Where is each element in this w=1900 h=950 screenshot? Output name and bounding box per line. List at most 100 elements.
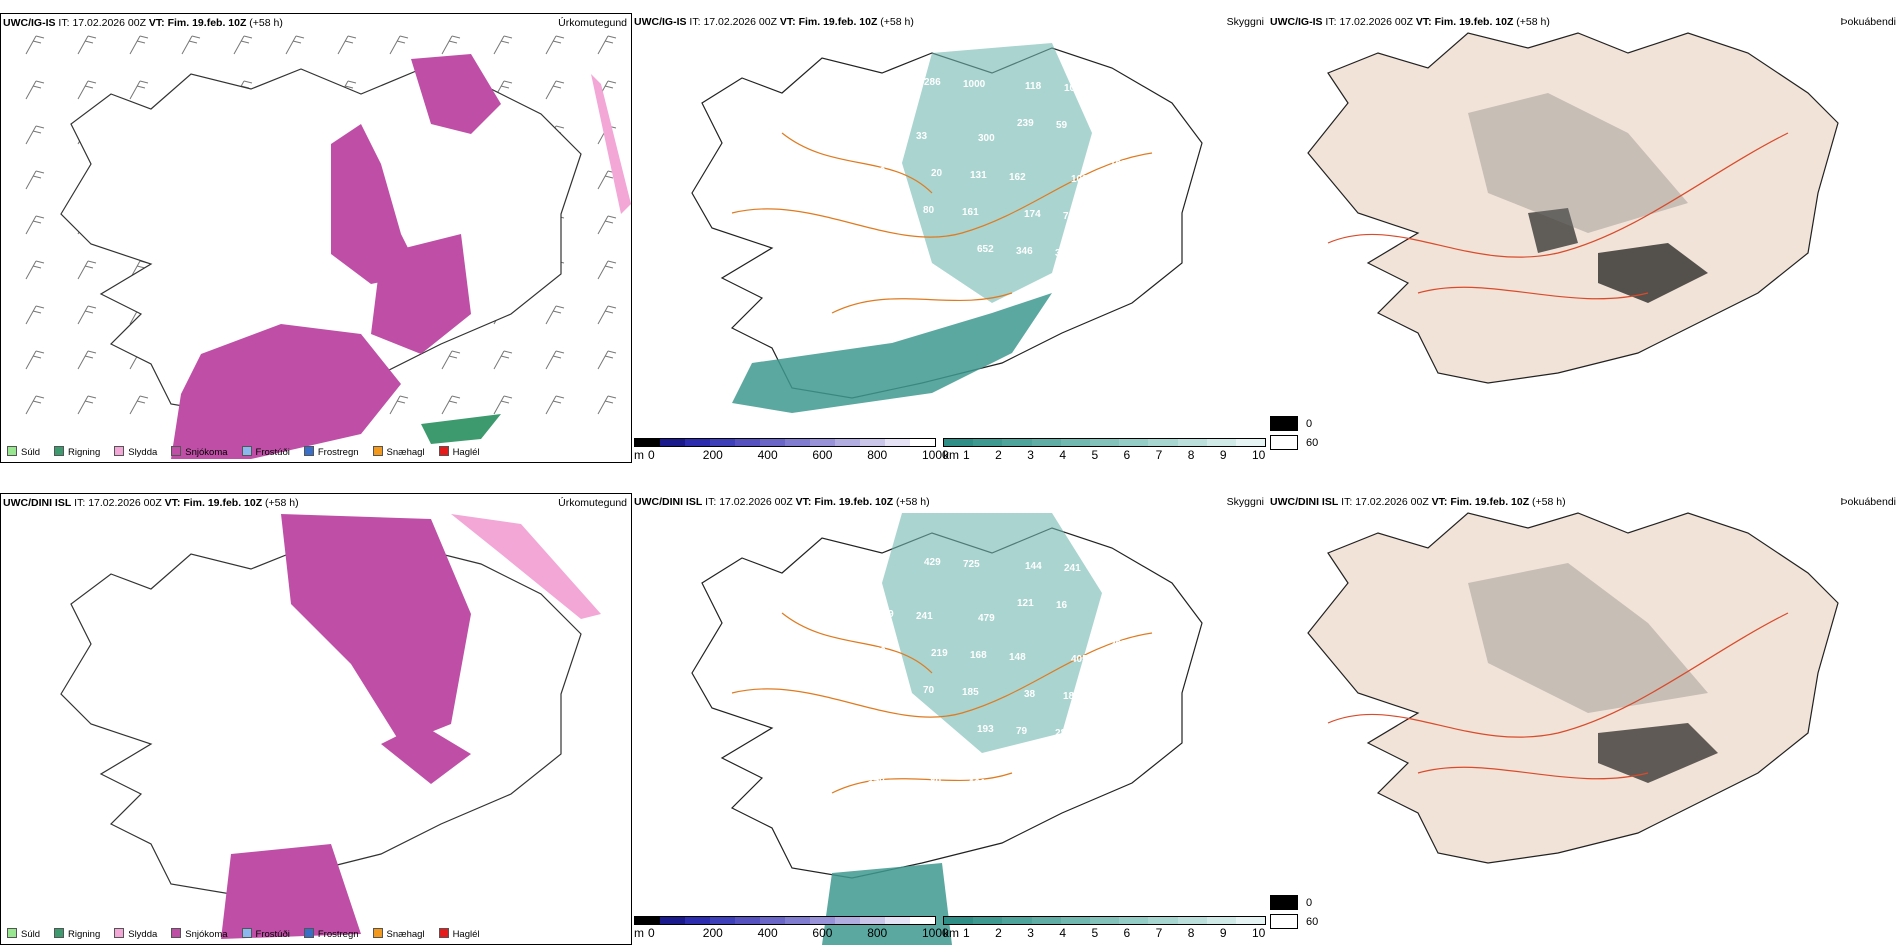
colorbar-segment [1119, 439, 1149, 446]
cloud-base-label: 161 [962, 207, 979, 218]
colorbar-segment [735, 439, 760, 446]
colorbar-segment [885, 439, 910, 446]
colorbar-segment [710, 917, 735, 924]
cloud-base-label: 241 [916, 611, 933, 622]
colorbar-segment [1002, 917, 1032, 924]
cloud-base-label: 241 [1064, 563, 1081, 574]
cloud-base-label: 102 [1071, 174, 1088, 185]
cloud-base-label: 239 [1017, 118, 1034, 129]
cloud-base-label: 101 [969, 778, 986, 789]
fog-key-row: 60 [1270, 433, 1318, 452]
cloud-base-label: 219 [931, 648, 948, 659]
legend-item: Rigning [54, 446, 100, 458]
legend-swatch [7, 446, 17, 456]
colorbar-segment [810, 439, 835, 446]
snow-area-northeast [411, 54, 501, 134]
cloud-base-map-bottom: UWC/DINI ISL IT: 17.02.2026 00Z VT: Fim.… [632, 493, 1268, 945]
panel-title: Úrkomutegund [558, 497, 627, 509]
wind-barb [77, 260, 97, 280]
colorbar-segment [635, 917, 660, 924]
wind-barb [545, 35, 565, 55]
legend-item: Haglél [438, 928, 480, 940]
colorbar-segment [860, 439, 885, 446]
cloud-base-label: 119 [869, 166, 886, 177]
colorbar-segment [760, 917, 785, 924]
wind-barb [77, 35, 97, 55]
legend-item: Slydda [114, 446, 157, 458]
legend-swatch [171, 446, 182, 456]
wind-barb [77, 80, 97, 100]
cloud-base-label: 14 [884, 203, 896, 214]
legend-item: Frostúði [241, 928, 290, 940]
legend-item: Snæhagl [372, 928, 425, 940]
colorbar-tick: 600 [812, 926, 833, 940]
wind-barb [25, 260, 45, 280]
cloud-base-label: 100 [876, 257, 893, 268]
wind-barb [493, 395, 513, 415]
cloud-base-label: 162 [1009, 172, 1026, 183]
colorbar-segment [785, 439, 810, 446]
snow-area-south [171, 324, 401, 459]
cloud-base-label: 140 [868, 774, 885, 785]
sleet-streak-east [591, 74, 631, 214]
wind-barb [337, 35, 357, 55]
cloud-base-label: 101 [1102, 213, 1119, 224]
wind-barb [77, 305, 97, 325]
snow-area-central [381, 724, 471, 784]
colorbar-segment [1119, 917, 1149, 924]
cloud-base-label: 144 [1025, 561, 1042, 572]
legend-swatch [7, 928, 17, 938]
cloud-base-label: 121 [1017, 598, 1034, 609]
colorbar-tick: 9 [1219, 448, 1227, 462]
colorbar-segment [660, 917, 685, 924]
colorbar-segment [1235, 439, 1266, 446]
precip-legend: Súld Rigning Slydda Snjókoma Frostúði Frostre… [7, 928, 480, 940]
iceland-outline [1307, 32, 1839, 384]
colorbar-tick: 0 [648, 926, 655, 940]
wind-barb [129, 80, 149, 100]
snow-area-north [281, 514, 471, 744]
wind-barb [25, 395, 45, 415]
legend-swatch [54, 928, 65, 938]
legend-swatch [303, 928, 314, 938]
unit-label: m [634, 926, 644, 940]
colorbar-tick: 7 [1155, 926, 1163, 940]
map-header: UWC/DINI ISL IT: 17.02.2026 00Z VT: Fim.… [634, 496, 930, 508]
colorbar-tick: 5 [1091, 926, 1099, 940]
fog-dense-2 [1528, 208, 1578, 253]
colorbar-tick: 6 [1123, 926, 1131, 940]
visibility-area-north [902, 43, 1092, 303]
cloud-base-label: 185 [962, 687, 979, 698]
colorbar-segment [1089, 439, 1120, 446]
colorbar-segment [835, 917, 860, 924]
colorbar-segment [760, 439, 785, 446]
wind-barb [129, 395, 149, 415]
cloud-base-label: 652 [977, 244, 994, 255]
colorbar-segment [785, 917, 810, 924]
panel-title: Skyggni [1226, 16, 1264, 28]
cloud-base-colorbar-bottom: m 0 200 400 600 800 1000 [634, 916, 949, 940]
colorbar-segment [835, 439, 860, 446]
colorbar-tick: 8 [1187, 448, 1195, 462]
colorbar-segment [944, 917, 974, 924]
fog-key-bottom: 0 60 [1270, 893, 1318, 931]
panel-title: Þokuábendi [1840, 496, 1896, 508]
colorbar-tick: 1000 [922, 926, 949, 940]
roads [1327, 612, 1789, 780]
legend-item: Snæhagl [372, 446, 425, 458]
map-header: UWC/DINI ISL IT: 17.02.2026 00Z VT: Fim.… [1270, 496, 1566, 508]
fog-key-top: 0 60 [1270, 414, 1318, 452]
wind-barb [597, 35, 617, 55]
unit-label: km [943, 926, 959, 940]
colorbar-tick: 2 [995, 926, 1002, 940]
cloud-base-label: 107 [1064, 83, 1081, 94]
colorbar-tick: 200 [702, 926, 723, 940]
cloud-base-map-top: UWC/IG-IS IT: 17.02.2026 00Z VT: Fim. 19… [632, 13, 1268, 463]
fog-grey [1468, 93, 1688, 233]
wind-barb [389, 35, 409, 55]
wind-barb [441, 350, 461, 370]
legend-item: Rigning [54, 928, 100, 940]
colorbar-segment [860, 917, 885, 924]
cloud-base-label: 1000 [963, 79, 986, 90]
colorbar-segment [1177, 439, 1207, 446]
